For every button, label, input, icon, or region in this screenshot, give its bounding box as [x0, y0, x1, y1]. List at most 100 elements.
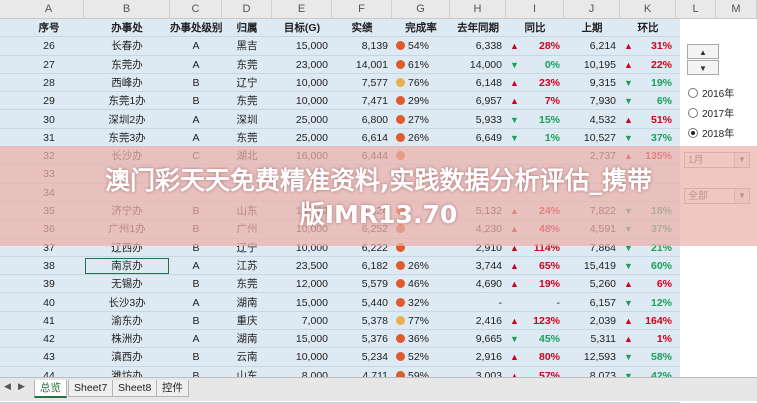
column-letter-e[interactable]: E: [272, 0, 332, 18]
cell-region[interactable]: 江苏: [236, 259, 258, 272]
cell-prev[interactable]: 2,039: [589, 314, 616, 327]
cell-target[interactable]: 12,000: [295, 278, 328, 291]
cell-rate[interactable]: 46%: [392, 275, 450, 293]
cell-actual[interactable]: 6,800: [361, 113, 388, 126]
cell-mom[interactable]: ▲ 164%: [620, 312, 676, 330]
cell-rate[interactable]: 26%: [392, 257, 450, 275]
cell-mom[interactable]: ▼ 60%: [620, 257, 676, 275]
cell-prev[interactable]: 15,419: [583, 259, 616, 272]
column-letter-l[interactable]: L: [676, 0, 716, 18]
cell-mom[interactable]: ▲ 51%: [620, 111, 676, 129]
cell-office[interactable]: 东莞办: [111, 58, 143, 71]
cell-category[interactable]: B: [192, 369, 200, 382]
cell-mom[interactable]: ▲ 6%: [620, 275, 676, 293]
cell-category[interactable]: B: [192, 351, 200, 364]
cell-rate[interactable]: 52%: [392, 348, 450, 366]
cell-category[interactable]: A: [192, 296, 200, 309]
cell-office[interactable]: 无锡办: [111, 278, 143, 291]
column-letter-m[interactable]: M: [716, 0, 757, 18]
cell-last-year[interactable]: 6,338: [475, 40, 502, 53]
cell-mom[interactable]: ▼ 6%: [620, 92, 676, 110]
cell-last-year[interactable]: 14,000: [469, 58, 502, 71]
column-header-prev[interactable]: 上期: [581, 22, 603, 34]
cell-office[interactable]: 长沙3办: [108, 296, 146, 309]
cell-mom[interactable]: ▼ 58%: [620, 348, 676, 366]
cell-mom[interactable]: ▼ 12%: [620, 294, 676, 312]
column-header-category[interactable]: 办事处级别: [170, 22, 222, 34]
cell-actual[interactable]: 6,614: [361, 131, 388, 144]
cell-mom[interactable]: ▼ 19%: [620, 74, 676, 92]
cell-seq[interactable]: 40: [43, 296, 55, 309]
column-header-region[interactable]: 归属: [236, 22, 258, 34]
cell-region[interactable]: 湖南: [236, 333, 258, 346]
cell-category[interactable]: A: [192, 58, 200, 71]
column-header-target[interactable]: 目标(G): [283, 22, 321, 34]
column-header-mom[interactable]: 环比: [637, 22, 659, 34]
cell-last-year[interactable]: 4,690: [475, 278, 502, 291]
tab-next-icon[interactable]: ▶: [18, 381, 25, 391]
cell-rate[interactable]: 26%: [392, 129, 450, 147]
cell-rate[interactable]: [392, 239, 450, 257]
cell-seq[interactable]: 30: [43, 113, 55, 126]
cell-actual[interactable]: 7,577: [361, 76, 388, 89]
cell-office[interactable]: 东莞1办: [108, 95, 146, 108]
cell-office[interactable]: 滇西办: [111, 351, 143, 364]
radio-2016[interactable]: 2016年: [688, 88, 734, 102]
cell-prev[interactable]: 4,532: [589, 113, 616, 126]
cell-region[interactable]: 东莞: [236, 95, 258, 108]
cell-seq[interactable]: 39: [43, 278, 55, 291]
cell-seq[interactable]: 38: [43, 259, 55, 272]
cell-category[interactable]: B: [192, 241, 200, 254]
cell-actual[interactable]: 14,001: [355, 58, 388, 71]
column-letter-f[interactable]: F: [332, 0, 392, 18]
cell-seq[interactable]: 29: [43, 95, 55, 108]
cell-seq[interactable]: 31: [43, 131, 55, 144]
cell-target[interactable]: 15,000: [295, 333, 328, 346]
cell-yoy[interactable]: ▼ 0%: [506, 56, 564, 74]
cell-seq[interactable]: 28: [43, 76, 55, 89]
cell-rate[interactable]: 76%: [392, 74, 450, 92]
cell-last-year[interactable]: 9,665: [475, 333, 502, 346]
cell-last-year[interactable]: -: [498, 296, 503, 309]
cell-office[interactable]: 渝东办: [111, 314, 143, 327]
cell-actual[interactable]: 7,471: [361, 95, 388, 108]
column-letter-d[interactable]: D: [222, 0, 272, 18]
cell-region[interactable]: 深圳: [236, 113, 258, 126]
cell-prev[interactable]: 7,930: [589, 95, 616, 108]
cell-last-year[interactable]: 6,649: [475, 131, 502, 144]
cell-mom[interactable]: ▲ 22%: [620, 56, 676, 74]
cell-target[interactable]: 23,000: [295, 58, 328, 71]
cell-target[interactable]: 10,000: [295, 351, 328, 364]
cell-seq[interactable]: 37: [43, 241, 55, 254]
cell-rate[interactable]: 32%: [392, 294, 450, 312]
cell-seq[interactable]: 43: [43, 351, 55, 364]
column-header-seq[interactable]: 序号: [38, 22, 60, 34]
cell-yoy[interactable]: ▼ 15%: [506, 111, 564, 129]
column-letter-a[interactable]: A: [14, 0, 84, 18]
cell-category[interactable]: B: [192, 278, 200, 291]
tab-overview[interactable]: 总览: [34, 380, 67, 398]
cell-office[interactable]: 西峰办: [111, 76, 143, 89]
cell-category[interactable]: A: [192, 113, 200, 126]
cell-prev[interactable]: 9,315: [589, 76, 616, 89]
cell-yoy[interactable]: ▼ 1%: [506, 129, 564, 147]
cell-region[interactable]: 重庆: [236, 314, 258, 327]
cell-seq[interactable]: 41: [43, 314, 55, 327]
cell-yoy[interactable]: -: [506, 294, 564, 312]
tab-controls[interactable]: 控件: [156, 380, 189, 397]
cell-rate[interactable]: 36%: [392, 330, 450, 348]
cell-last-year[interactable]: 6,957: [475, 95, 502, 108]
cell-last-year[interactable]: 3,744: [475, 259, 502, 272]
column-letter-i[interactable]: I: [506, 0, 564, 18]
cell-last-year[interactable]: 2,416: [475, 314, 502, 327]
cell-category[interactable]: B: [192, 95, 200, 108]
cell-last-year[interactable]: 5,933: [475, 113, 502, 126]
radio-2017[interactable]: 2017年: [688, 108, 734, 122]
column-letter-b[interactable]: B: [84, 0, 170, 18]
cell-prev[interactable]: 6,214: [589, 40, 616, 53]
cell-yoy[interactable]: ▲ 80%: [506, 348, 564, 366]
cell-target[interactable]: 25,000: [295, 113, 328, 126]
cell-office[interactable]: 株洲办: [111, 333, 143, 346]
cell-seq[interactable]: 42: [43, 333, 55, 346]
cell-target[interactable]: 7,000: [301, 314, 328, 327]
